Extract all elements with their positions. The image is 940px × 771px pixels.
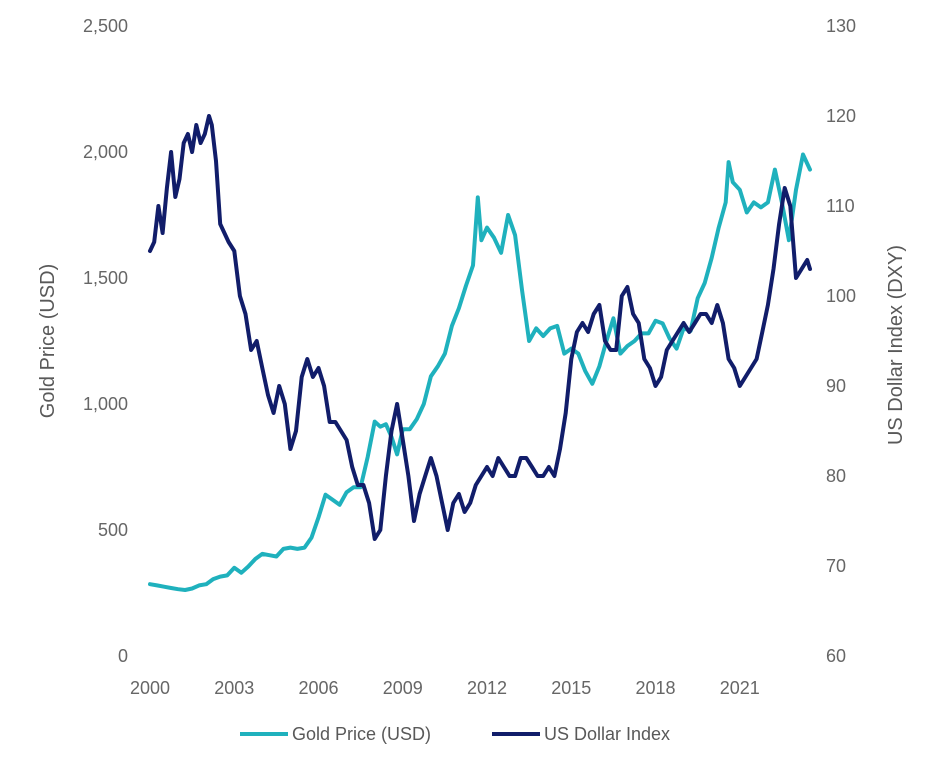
y-tick-label: 1,500 (83, 268, 128, 288)
x-tick-label: 2015 (551, 678, 591, 698)
legend-label: US Dollar Index (544, 724, 670, 744)
y2-tick-label: 120 (826, 106, 856, 126)
y2-tick-label: 110 (826, 196, 855, 216)
right-axis-ticks: 60 70 80 90 100 110 120 130 (826, 16, 856, 666)
x-tick-label: 2006 (298, 678, 338, 698)
series-layer (148, 114, 812, 592)
y-tick-label: 500 (98, 520, 128, 540)
y2-tick-label: 60 (826, 646, 846, 666)
y2-tick-label: 70 (826, 556, 846, 576)
y-tick-label: 2,000 (83, 142, 128, 162)
x-tick-label: 2018 (636, 678, 676, 698)
x-tick-label: 2003 (214, 678, 254, 698)
legend-label: Gold Price (USD) (292, 724, 431, 744)
series-line-1 (148, 114, 812, 541)
y2-tick-label: 80 (826, 466, 846, 486)
x-axis-ticks: 2000 2003 2006 2009 2012 2015 2018 2021 (130, 678, 760, 698)
y2-tick-label: 130 (826, 16, 856, 36)
y-tick-label: 1,000 (83, 394, 128, 414)
series-line-0 (148, 152, 812, 592)
y2-tick-label: 100 (826, 286, 856, 306)
x-tick-label: 2009 (383, 678, 423, 698)
y2-axis-title: US Dollar Index (DXY) (885, 245, 907, 445)
y-tick-label: 0 (118, 646, 128, 666)
legend: Gold Price (USD) US Dollar Index (240, 724, 670, 744)
x-tick-label: 2012 (467, 678, 507, 698)
y-axis-title: Gold Price (USD) (37, 264, 59, 418)
y2-tick-label: 90 (826, 376, 846, 396)
x-tick-label: 2000 (130, 678, 170, 698)
y-tick-label: 2,500 (83, 16, 128, 36)
left-axis-ticks: 0 500 1,000 1,500 2,000 2,500 (83, 16, 128, 666)
x-tick-label: 2021 (720, 678, 760, 698)
